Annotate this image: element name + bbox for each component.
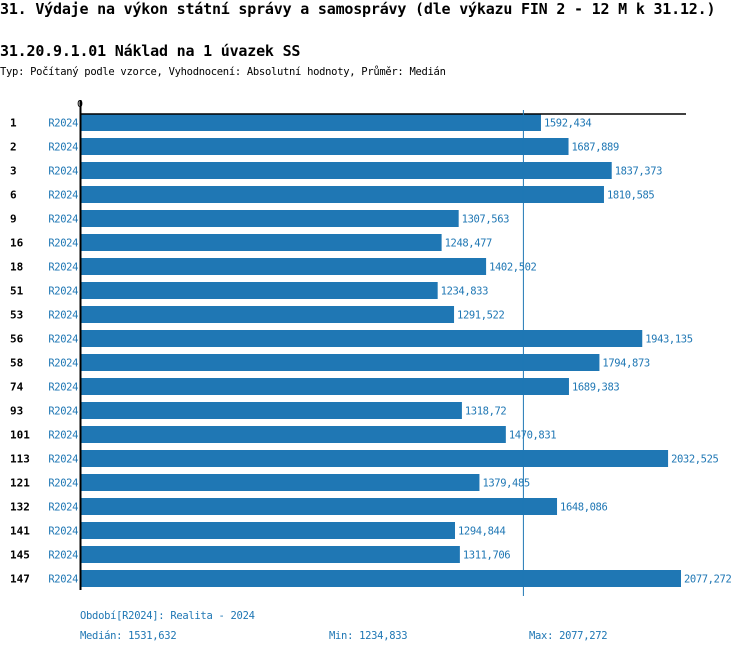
bar [81, 474, 480, 491]
value-label: 1470,831 [509, 430, 556, 442]
bar [81, 450, 669, 467]
bar [81, 162, 612, 179]
value-label: 1943,135 [645, 334, 692, 346]
bar [81, 354, 600, 371]
series-label: R2024 [48, 358, 78, 370]
bar [81, 402, 462, 419]
category-label: 121 [10, 477, 30, 490]
indicator-title: 31.20.9.1.01 Náklad na 1 úvazek SS [0, 42, 301, 60]
category-label: 51 [10, 285, 24, 298]
value-label: 1294,844 [458, 526, 505, 538]
value-label: 1687,889 [572, 142, 619, 154]
series-label: R2024 [48, 166, 78, 178]
series-label: R2024 [48, 382, 78, 394]
value-label: 1689,383 [572, 382, 619, 394]
value-label: 1810,585 [607, 190, 654, 202]
bar [81, 138, 569, 155]
value-label: 2032,525 [671, 454, 718, 466]
category-label: 58 [10, 357, 23, 370]
series-label: R2024 [48, 214, 78, 226]
bar [81, 426, 506, 443]
bar [81, 306, 455, 323]
category-label: 145 [10, 549, 30, 562]
bar [81, 210, 459, 227]
series-label: R2024 [48, 118, 78, 130]
series-label: R2024 [48, 502, 78, 514]
value-label: 2077,272 [684, 574, 731, 586]
value-label: 1318,72 [465, 406, 507, 418]
category-label: 101 [10, 429, 30, 442]
value-label: 1379,485 [482, 478, 529, 490]
bar [81, 186, 604, 203]
series-label: R2024 [48, 310, 78, 322]
category-label: 53 [10, 309, 23, 322]
bar [81, 546, 460, 563]
value-label: 1648,086 [560, 502, 607, 514]
series-label: R2024 [48, 406, 78, 418]
category-label: 3 [10, 165, 17, 178]
bar [81, 258, 487, 275]
series-label: R2024 [48, 262, 78, 274]
series-label: R2024 [48, 238, 78, 250]
category-label: 93 [10, 405, 23, 418]
x-tick-label: 0 [77, 99, 83, 110]
category-label: 113 [10, 453, 30, 466]
value-label: 1307,563 [462, 214, 509, 226]
series-label: R2024 [48, 286, 78, 298]
category-label: 16 [10, 237, 24, 250]
series-label: R2024 [48, 478, 78, 490]
series-label: R2024 [48, 430, 78, 442]
value-label: 1837,373 [615, 166, 662, 178]
series-label: R2024 [48, 574, 78, 586]
indicator-type-line: Typ: Počítaný podle vzorce, Vyhodnocení:… [0, 66, 446, 78]
bar [81, 498, 558, 515]
footer-period: Období[R2024]: Realita - 2024 [80, 610, 255, 622]
bar [81, 330, 643, 347]
category-label: 9 [10, 213, 17, 226]
category-label: 18 [10, 261, 23, 274]
category-label: 1 [10, 117, 17, 130]
footer-min: Min: 1234,833 [329, 630, 408, 642]
series-label: R2024 [48, 550, 78, 562]
category-label: 147 [10, 573, 30, 586]
value-label: 1402,502 [489, 262, 536, 274]
bar [81, 282, 438, 299]
value-label: 1592,434 [544, 118, 591, 130]
value-label: 1234,833 [441, 286, 488, 298]
footer-median: Medián: 1531,632 [80, 630, 177, 642]
series-label: R2024 [48, 454, 78, 466]
category-label: 6 [10, 189, 17, 202]
bar [81, 114, 541, 131]
category-label: 56 [10, 333, 24, 346]
category-label: 2 [10, 141, 17, 154]
category-label: 74 [10, 381, 24, 394]
value-label: 1311,706 [463, 550, 510, 562]
series-label: R2024 [48, 526, 78, 538]
value-label: 1291,522 [457, 310, 504, 322]
page-title: 31. Výdaje na výkon státní správy a samo… [0, 0, 716, 18]
value-label: 1794,873 [602, 358, 649, 370]
value-label: 1248,477 [445, 238, 492, 250]
bar [81, 234, 442, 251]
series-label: R2024 [48, 334, 78, 346]
category-label: 141 [10, 525, 30, 538]
category-label: 132 [10, 501, 30, 514]
series-label: R2024 [48, 190, 78, 202]
bar [81, 378, 569, 395]
series-label: R2024 [48, 142, 78, 154]
bar [81, 522, 456, 539]
footer-max: Max: 2077,272 [529, 630, 608, 642]
bar [81, 570, 681, 587]
